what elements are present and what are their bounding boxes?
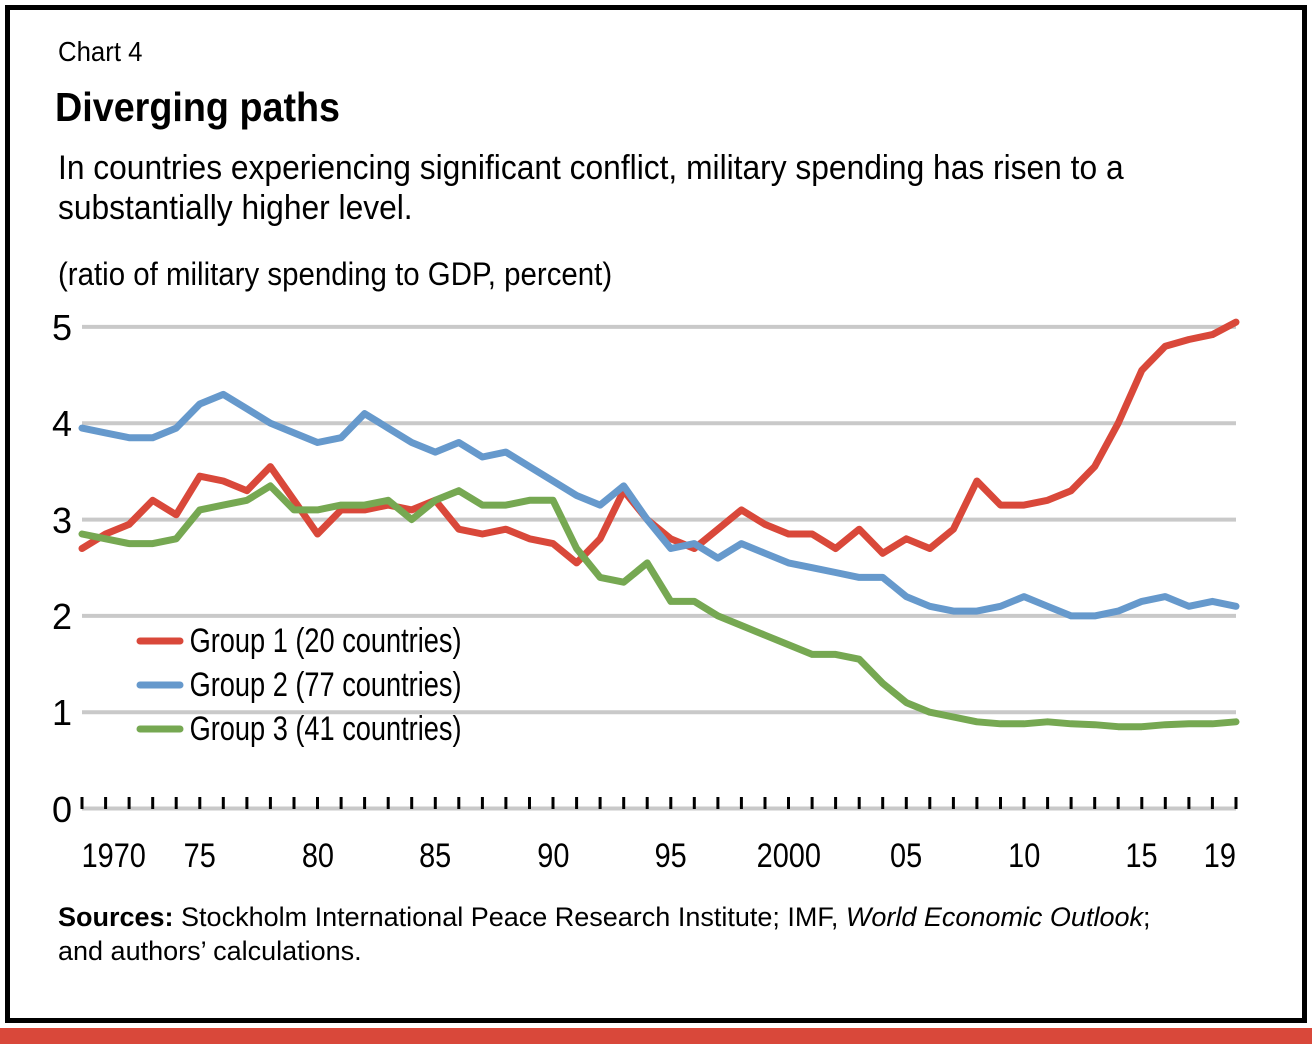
svg-text:1: 1 bbox=[52, 692, 72, 733]
svg-text:2: 2 bbox=[52, 596, 72, 637]
svg-text:10: 10 bbox=[1008, 836, 1040, 875]
svg-text:2000: 2000 bbox=[757, 836, 821, 875]
svg-text:05: 05 bbox=[890, 836, 922, 875]
svg-text:1970: 1970 bbox=[82, 836, 146, 875]
svg-text:5: 5 bbox=[52, 307, 72, 348]
svg-text:80: 80 bbox=[302, 836, 334, 875]
svg-text:3: 3 bbox=[52, 500, 72, 541]
svg-text:0: 0 bbox=[52, 789, 72, 830]
svg-text:Group 3 (41 countries): Group 3 (41 countries) bbox=[190, 709, 462, 748]
svg-text:85: 85 bbox=[419, 836, 451, 875]
svg-text:95: 95 bbox=[655, 836, 687, 875]
svg-text:90: 90 bbox=[537, 836, 569, 875]
svg-text:15: 15 bbox=[1125, 836, 1157, 875]
svg-text:Group 1 (20 countries): Group 1 (20 countries) bbox=[190, 621, 462, 660]
svg-text:4: 4 bbox=[52, 403, 72, 444]
svg-text:19: 19 bbox=[1204, 836, 1236, 875]
svg-text:75: 75 bbox=[184, 836, 216, 875]
svg-text:Group 2 (77 countries): Group 2 (77 countries) bbox=[190, 665, 462, 704]
